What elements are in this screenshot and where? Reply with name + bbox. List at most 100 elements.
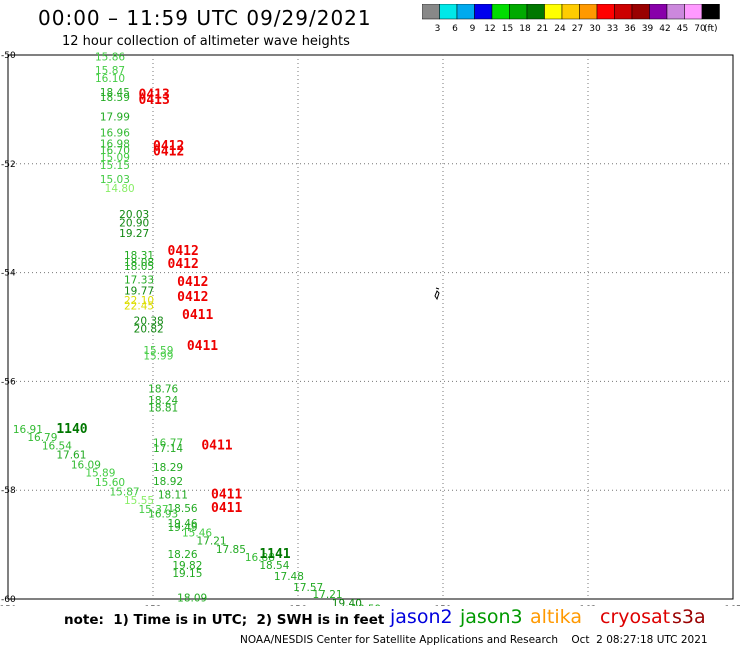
scale-label: 24: [554, 24, 566, 34]
axis-ticks: 150 153 156 159 162 165 -50 -52 -54 -56 -58 -60: [0, 51, 740, 606]
pass-labels-layer: 0413041304120412041204120412041204110411…: [56, 88, 290, 563]
x-tick-label: 162: [579, 605, 596, 606]
swh-measurement: 15.59: [143, 345, 173, 357]
swh-measurement: 17.48: [274, 571, 304, 583]
swh-measurement: 16.79: [27, 432, 57, 444]
swh-measurement: 15.55: [124, 495, 154, 507]
x-tick-label: 156: [289, 605, 306, 606]
pass-label: 0413: [139, 88, 170, 103]
swh-measurement: 16.93: [148, 508, 178, 520]
swh-measurement: 15.37: [139, 504, 169, 516]
scale-label: 15: [502, 24, 513, 34]
swh-measurement: 20.38: [134, 315, 164, 327]
scale-label: 45: [677, 24, 688, 34]
swh-measurement: 16.70: [100, 145, 130, 157]
satellite-altika: altika: [530, 606, 582, 628]
swh-measurement: 17.21: [197, 536, 227, 548]
swh-measurement: 18.09: [177, 593, 207, 605]
pass-label: 0412: [168, 257, 199, 272]
island-outline: [434, 287, 440, 301]
scale-label: 39: [642, 24, 654, 34]
swh-measurement: 18.76: [148, 383, 178, 395]
pass-label: 1140: [56, 422, 87, 437]
x-tick-label: 150: [0, 605, 17, 606]
y-tick-label: -58: [1, 486, 16, 496]
pass-label: 0413: [139, 93, 170, 108]
measurements-layer: 15.8615.8716.1018.4518.5917.9916.9616.98…: [13, 51, 381, 606]
y-tick-label: -54: [1, 269, 16, 279]
swh-measurement: 18.11: [158, 489, 188, 501]
footer-note: note: 1) Time is in UTC; 2) SWH is in fe…: [64, 612, 385, 628]
pass-label: 0411: [187, 339, 218, 354]
pass-label: 0412: [168, 244, 199, 259]
scale-label: 27: [572, 24, 583, 34]
swh-measurement: 16.10: [95, 73, 125, 85]
y-tick-label: -56: [1, 377, 16, 387]
swh-measurement: 19.82: [172, 560, 202, 572]
scale-label: 9: [470, 24, 476, 34]
swh-measurement: 18.56: [168, 503, 198, 515]
swh-measurement: 17.99: [100, 111, 130, 123]
scale-swatch: [701, 4, 720, 20]
swh-measurement: 17.14: [153, 443, 183, 455]
swh-measurement: 19.49: [168, 522, 198, 534]
swh-measurement: 17.33: [124, 274, 154, 286]
swh-measurement: 15.09: [100, 152, 130, 164]
satellite-jason3: jason3: [460, 606, 523, 628]
map-grid: [8, 55, 733, 599]
pass-label: 0411: [182, 308, 213, 323]
swh-measurement: 22.10: [124, 295, 154, 307]
scale-label: 30: [589, 24, 601, 34]
footer-credit: NOAA/NESDIS Center for Satellite Applica…: [240, 634, 708, 646]
scale-label: 18: [519, 24, 531, 34]
swh-measurement: 15.87: [95, 65, 125, 77]
altimeter-map-plot: 150 153 156 159 162 165 -50 -52 -54 -56 -58 -60 15.…: [0, 51, 740, 606]
chart-subtitle: 12 hour collection of altimeter wave hei…: [62, 34, 350, 49]
swh-measurement: 17.57: [293, 582, 323, 594]
swh-measurement: 19.40: [332, 598, 362, 606]
satellite-s3a: s3a: [672, 606, 706, 628]
swh-measurement: 15.60: [95, 477, 125, 489]
pass-label: 0412: [153, 145, 184, 160]
swh-measurement: 22.45: [124, 301, 154, 313]
pass-label: 0411: [211, 501, 242, 516]
swh-measurement: 19.46: [168, 518, 198, 530]
swh-measurement: 18.92: [153, 476, 183, 488]
satellite-jason2: jason2: [390, 606, 453, 628]
scale-label: 36: [624, 24, 636, 34]
swh-measurement: 16.09: [71, 459, 101, 471]
swh-measurement: 15.89: [85, 468, 115, 480]
swh-measurement: 15.03: [100, 174, 130, 186]
swh-measurement: 18.05: [124, 261, 154, 273]
scale-label: 33: [607, 24, 618, 34]
scale-label: 3: [435, 24, 441, 34]
swh-measurement: 17.61: [56, 450, 86, 462]
swh-measurement: 19.27: [119, 228, 149, 240]
pass-label: 0412: [177, 275, 208, 290]
scale-label: (ft): [704, 24, 718, 34]
swh-measurement: 18.59: [351, 604, 381, 606]
x-tick-label: 153: [144, 605, 161, 606]
swh-measurement: 16.77: [153, 438, 183, 450]
pass-label: 0411: [201, 438, 232, 453]
swh-measurement: 18.08: [124, 257, 154, 269]
swh-measurement: 16.54: [42, 440, 72, 452]
swh-measurement: 18.29: [153, 462, 183, 474]
swh-measurement: 20.82: [134, 323, 164, 335]
scale-label: 70: [694, 24, 706, 34]
swh-measurement: 18.45: [100, 87, 130, 99]
swh-measurement: 15.46: [182, 527, 212, 539]
swh-measurement: 17.85: [216, 544, 246, 556]
swh-measurement: 16.88: [245, 552, 275, 564]
swh-measurement: 15.99: [143, 351, 173, 363]
x-tick-label: 159: [434, 605, 451, 606]
scale-label: 21: [537, 24, 548, 34]
swh-measurement: 17.21: [313, 589, 343, 601]
satellite-cryosat: cryosat: [600, 606, 671, 628]
swh-measurement: 18.24: [148, 395, 178, 407]
swh-measurement: 18.81: [148, 402, 178, 414]
swh-measurement: 15.15: [100, 160, 130, 172]
swh-measurement: 14.80: [105, 183, 135, 195]
swh-measurement: 20.03: [119, 209, 149, 221]
pass-label: 0412: [177, 290, 208, 305]
